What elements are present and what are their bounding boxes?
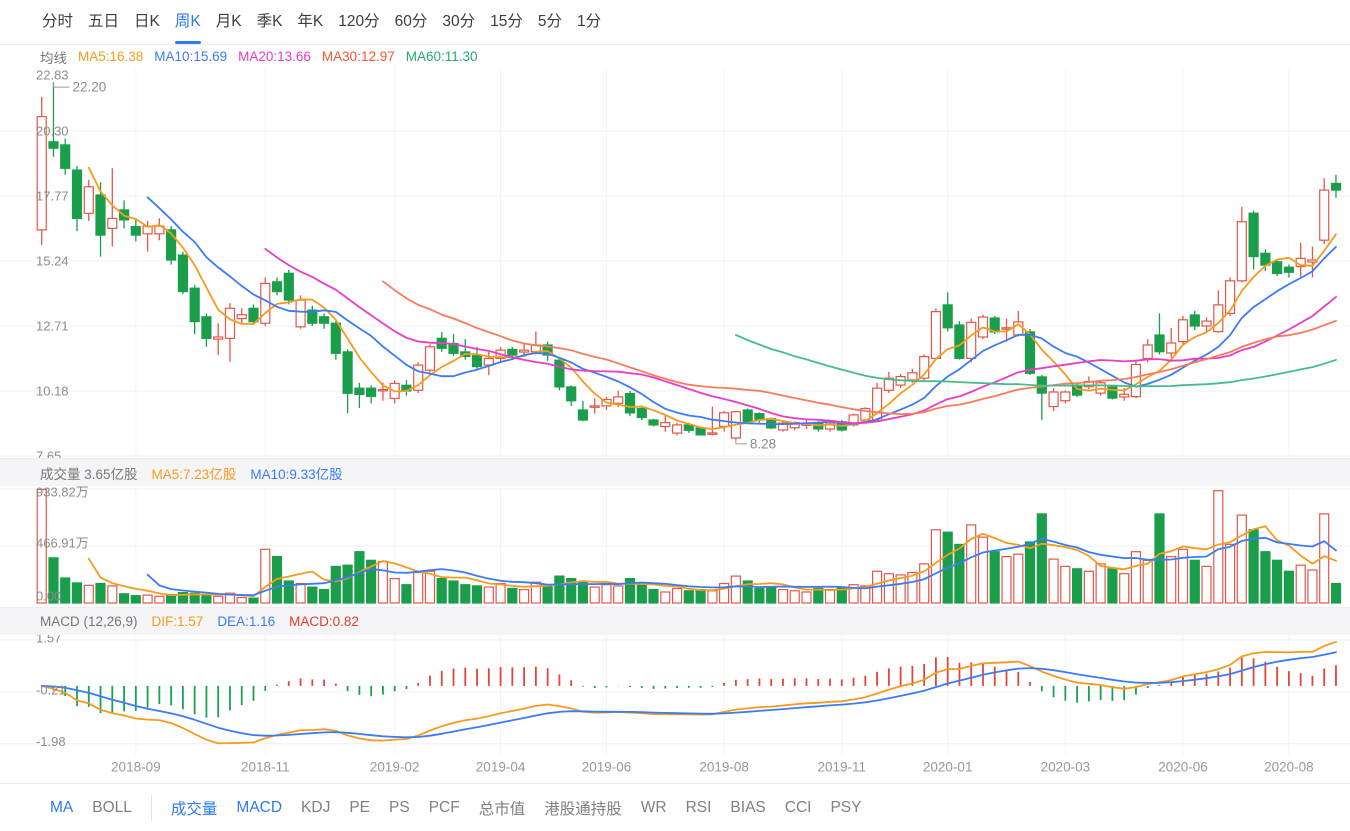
svg-text:2019-06: 2019-06 — [582, 760, 632, 775]
svg-text:-1.98: -1.98 — [36, 734, 66, 749]
indicator-tabbar: MA BOLL 成交量 MACD KDJ PE PS PCF 总市值 港股通持股 WR RSI BIAS… — [0, 783, 1350, 831]
ma-legend-item-0: MA5:16.38 — [78, 49, 144, 64]
indicator-tab-11[interactable]: RSI — [685, 798, 712, 816]
period-tab-2[interactable]: 日K — [134, 13, 160, 30]
period-tab-0[interactable]: 分时 — [42, 13, 74, 30]
indicator-tab-8[interactable]: 总市值 — [478, 800, 526, 818]
svg-text:10.18: 10.18 — [36, 384, 69, 399]
ma-legend: 均线 MA5:16.38 MA10:15.69 MA20:13.66 MA30:12.… — [0, 45, 1350, 68]
period-tab-7[interactable]: 120分 — [338, 13, 380, 30]
svg-text:2018-11: 2018-11 — [241, 760, 290, 775]
volume-title: 成交量 3.65亿股 — [40, 466, 138, 482]
svg-text:0.00: 0.00 — [36, 589, 61, 604]
indicator-tab-7[interactable]: PCF — [428, 798, 460, 816]
indicator-divider — [150, 794, 152, 821]
svg-text:22.83: 22.83 — [36, 68, 69, 83]
period-tab-3[interactable]: 周K — [175, 0, 201, 44]
indicator-tab-9[interactable]: 港股通持股 — [544, 800, 622, 818]
svg-text:2020-03: 2020-03 — [1041, 760, 1091, 775]
indicator-tab-12[interactable]: BIAS — [730, 798, 766, 816]
svg-text:-0.21: -0.21 — [36, 683, 66, 698]
svg-text:2018-09: 2018-09 — [111, 760, 161, 775]
svg-text:2019-11: 2019-11 — [818, 760, 867, 775]
indicator-tab-13[interactable]: CCI — [784, 798, 812, 816]
macd-value-item-2: MACD:0.82 — [289, 614, 359, 629]
ma-legend-item-2: MA20:13.66 — [238, 49, 311, 64]
svg-text:2019-02: 2019-02 — [370, 760, 420, 775]
indicator-tab-10[interactable]: WR — [640, 798, 667, 816]
svg-text:2019-08: 2019-08 — [699, 760, 749, 775]
period-tab-6[interactable]: 年K — [297, 13, 324, 30]
macd-value-item-1: DEA:1.16 — [217, 614, 276, 629]
indicator-tab-2[interactable]: 成交量 — [170, 800, 218, 818]
volume-pane-header: 成交量 3.65亿股 MA5:7.23亿股 MA10:9.33亿股 — [0, 458, 1350, 486]
period-tab-4[interactable]: 月K — [215, 13, 242, 30]
indicator-tab-14[interactable]: PSY — [830, 798, 862, 816]
svg-text:2020-01: 2020-01 — [923, 760, 973, 775]
period-tab-11[interactable]: 5分 — [537, 13, 562, 30]
ma-legend-item-1: MA10:15.69 — [154, 49, 228, 64]
svg-text:2020-08: 2020-08 — [1264, 760, 1314, 775]
ma-legend-item-3: MA30:12.97 — [321, 49, 395, 64]
svg-text:8.28: 8.28 — [750, 436, 776, 451]
period-tab-9[interactable]: 30分 — [442, 13, 476, 30]
indicator-tab-3[interactable]: MACD — [236, 798, 283, 816]
svg-text:466.91万: 466.91万 — [36, 536, 89, 551]
svg-text:2020-06: 2020-06 — [1158, 760, 1208, 775]
volume-ma-item-0: MA5:7.23亿股 — [151, 466, 237, 482]
ma-legend-title: 均线 — [40, 50, 67, 66]
svg-text:2019-04: 2019-04 — [476, 760, 526, 775]
indicator-tab-6[interactable]: PS — [389, 798, 410, 816]
macd-title: MACD (12,26,9) — [40, 614, 138, 629]
indicator-tab-4[interactable]: KDJ — [301, 798, 331, 816]
svg-text:20.30: 20.30 — [36, 124, 69, 139]
period-tab-10[interactable]: 15分 — [490, 13, 523, 30]
period-tab-1[interactable]: 五日 — [88, 13, 120, 30]
period-tabbar: 分时 五日 日K 周K 月K 季K 年K 120分 60分 30分 15分 5分 1分 — [0, 0, 1350, 45]
svg-text:17.77: 17.77 — [36, 189, 69, 204]
svg-text:933.82万: 933.82万 — [36, 485, 89, 500]
period-tab-8[interactable]: 60分 — [394, 13, 428, 30]
indicator-tab-1[interactable]: BOLL — [92, 798, 132, 816]
indicator-tab-5[interactable]: PE — [349, 798, 371, 816]
macd-value-item-0: DIF:1.57 — [151, 614, 204, 629]
svg-text:12.71: 12.71 — [36, 319, 69, 334]
svg-text:15.24: 15.24 — [36, 254, 69, 269]
period-tab-12[interactable]: 1分 — [577, 13, 602, 30]
svg-text:22.20: 22.20 — [72, 80, 106, 95]
period-tab-5[interactable]: 季K — [256, 13, 283, 30]
macd-pane-header: MACD (12,26,9) DIF:1.57 DEA:1.16 MACD:0.82 — [0, 607, 1350, 635]
volume-ma-item-1: MA10:9.33亿股 — [250, 466, 343, 482]
ma-legend-item-4: MA60:11.30 — [405, 49, 478, 64]
indicator-tab-0[interactable]: MA — [50, 798, 74, 816]
